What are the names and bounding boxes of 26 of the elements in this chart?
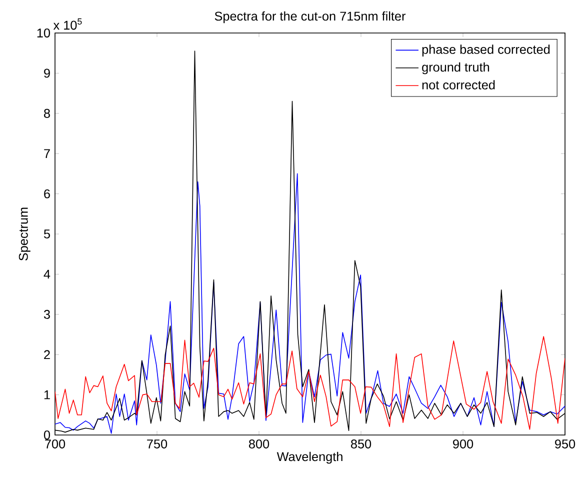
x-tick-label: 700 — [45, 439, 66, 448]
y-tick-label: 9 — [44, 68, 50, 78]
legend-label: not corrected — [422, 80, 495, 90]
y-tick-label: 4 — [44, 270, 50, 279]
chart-title: Spectra for the cut-on 715nm filter — [214, 11, 406, 24]
legend-label: ground truth — [422, 62, 490, 74]
y-tick-label: 5 — [44, 230, 50, 238]
y-tick-label: 2 — [44, 350, 50, 360]
y-tick-label: 3 — [44, 310, 50, 319]
x-tick-label: 800 — [248, 439, 270, 448]
text: x 10$^{5}$ — [53, 18, 82, 30]
x-axis-title: Wavelength — [276, 452, 342, 464]
x-tick-label: 900 — [453, 439, 474, 448]
x-tick-label: 750 — [147, 439, 168, 448]
y-tick-label: 10 — [37, 28, 50, 38]
y-tick-label: 0 — [44, 430, 50, 440]
y-tick-label: 8 — [44, 108, 50, 118]
y-tick-label: 6 — [44, 189, 50, 198]
legend-label: phase based corrected — [422, 44, 550, 56]
x-tick-label: 850 — [350, 439, 372, 448]
y-tick-label: 1 — [44, 390, 50, 400]
line-series — [55, 336, 566, 430]
line-series — [55, 173, 566, 434]
y-tick-label: 7 — [44, 149, 50, 158]
y-axis-title: Spectrum — [18, 208, 30, 261]
x-tick-label: 950 — [555, 439, 576, 448]
